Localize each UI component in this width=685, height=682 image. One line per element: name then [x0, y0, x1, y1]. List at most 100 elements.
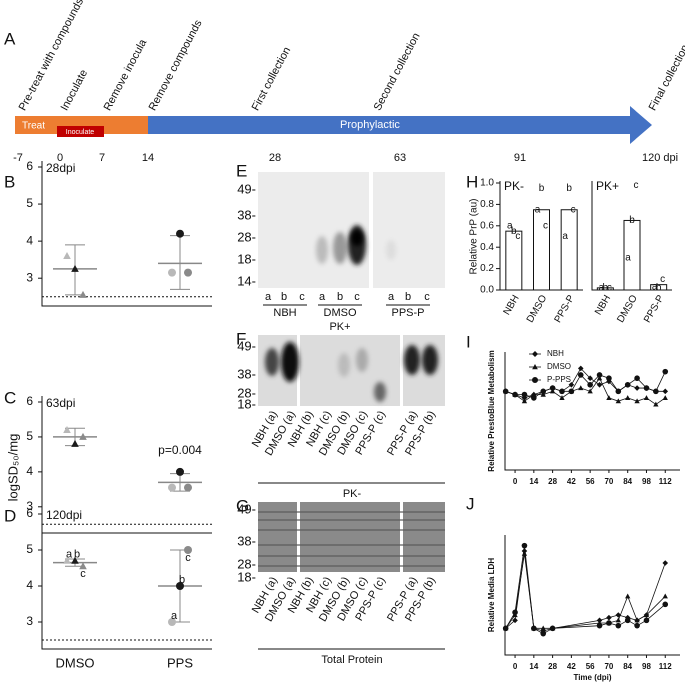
point-label: b: [629, 215, 635, 226]
blot-band: [338, 353, 350, 377]
marker: [625, 593, 631, 599]
marker: [643, 395, 650, 400]
lane-label: b: [281, 291, 287, 303]
point-label: a: [625, 253, 631, 264]
x-tick-label: 84: [623, 662, 632, 671]
marker: [176, 467, 184, 476]
marker: [531, 625, 537, 632]
point-label: c: [80, 568, 86, 580]
marker: [615, 388, 622, 395]
axis: [41, 508, 212, 650]
point-label: a: [599, 283, 605, 294]
marker: [531, 395, 537, 401]
y-tick-label: 3: [26, 499, 33, 513]
point-label: a: [562, 231, 568, 242]
panel-label: B: [4, 172, 15, 191]
lane-label: b: [405, 291, 411, 303]
y-tick-label: 0.2: [480, 263, 494, 274]
timeline-tick: 28: [269, 152, 281, 164]
marker: [662, 593, 668, 599]
size-marker: 18-: [237, 396, 256, 411]
marker: [176, 582, 184, 590]
x-tick-label: 0: [513, 662, 518, 671]
x-tick-label: 70: [604, 477, 613, 486]
marker: [624, 381, 631, 388]
point-label: c: [660, 274, 665, 285]
marker: [168, 618, 176, 626]
lane-label: c: [299, 291, 305, 303]
timeline-tick: 7: [99, 152, 105, 164]
marker: [596, 372, 603, 378]
point-label: c: [543, 220, 548, 231]
point-label: a: [535, 204, 541, 215]
y-tick-label: 6: [26, 394, 33, 408]
annotation: PK-: [504, 179, 524, 193]
marker: [625, 395, 631, 400]
blot-image: [403, 502, 445, 572]
marker: [662, 368, 669, 375]
marker: [79, 562, 87, 570]
x-tick-label: 42: [567, 662, 576, 671]
point-label: a: [171, 610, 178, 622]
x-tick-label: 112: [659, 662, 672, 671]
marker: [63, 251, 71, 259]
panel-label: D: [4, 506, 16, 525]
marker: [577, 365, 584, 372]
size-marker: 38-: [237, 366, 256, 381]
blot-image: [258, 502, 297, 572]
y-tick-label: 5: [26, 542, 33, 556]
marker: [184, 483, 192, 492]
x-tick-label: 70: [604, 662, 613, 671]
panel-label: E: [236, 161, 247, 180]
annotation: 28dpi: [46, 161, 75, 175]
y-tick-label: 3: [26, 270, 33, 284]
lane-label: a: [388, 291, 395, 303]
marker: [653, 401, 659, 407]
lane-label: b: [337, 291, 343, 303]
axis: [504, 535, 680, 656]
marker: [540, 388, 547, 395]
blot-band: [281, 342, 299, 382]
caption: PK+: [329, 321, 350, 333]
marker: [512, 617, 518, 624]
point-label: a: [652, 281, 658, 292]
marker: [662, 601, 669, 608]
size-marker: 49-: [237, 501, 256, 516]
y-tick-label: 5: [26, 429, 33, 443]
y-axis-label: Relative PrestoBlue Metabolism: [487, 350, 496, 471]
x-tick-label: 56: [586, 477, 595, 486]
timeline-tick: 14: [142, 152, 154, 164]
size-marker: 18-: [237, 569, 256, 584]
marker: [606, 620, 612, 626]
marker: [634, 385, 640, 391]
point-label: c: [571, 204, 576, 215]
marker: [549, 385, 556, 391]
y-tick-label: 0.0: [480, 285, 494, 296]
timeline-tick: -7: [13, 152, 23, 164]
legend-label: DMSO: [547, 362, 571, 371]
marker: [549, 388, 556, 394]
marker: [606, 614, 612, 621]
group-label: NBH: [273, 307, 296, 319]
point-label: b: [511, 226, 517, 237]
blot-image: [373, 172, 445, 288]
point-label: c: [185, 552, 191, 564]
x-tick-label: 98: [642, 477, 651, 486]
x-tick-label: 28: [548, 662, 557, 671]
bar: [650, 284, 668, 291]
y-tick-label: 0.4: [480, 242, 494, 253]
size-marker: 28-: [237, 556, 256, 571]
point-label: b: [539, 183, 545, 194]
blot-image: [300, 502, 400, 572]
marker: [606, 395, 612, 400]
y-axis-label: logSD₅₀/mg: [5, 434, 20, 502]
y-axis-label: Relative PrP (au): [469, 199, 480, 275]
marker: [63, 556, 71, 564]
size-marker: 28-: [237, 229, 256, 244]
marker: [512, 391, 518, 398]
marker: [643, 617, 650, 624]
marker: [71, 264, 79, 272]
x-tick-label: 84: [623, 477, 632, 486]
x-tick-label: 98: [642, 662, 651, 671]
marker: [578, 385, 584, 391]
